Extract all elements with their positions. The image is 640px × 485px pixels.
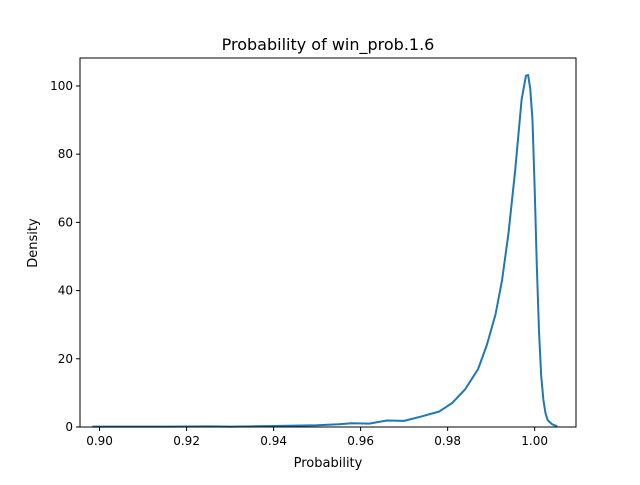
y-tick-label: 100 xyxy=(50,79,73,93)
y-tick-label: 0 xyxy=(65,420,73,434)
x-tick-label: 0.92 xyxy=(173,434,200,448)
x-tick-label: 0.98 xyxy=(434,434,461,448)
chart-title: Probability of win_prob.1.6 xyxy=(222,35,435,55)
y-tick-label: 60 xyxy=(58,215,73,229)
density-line-series-0 xyxy=(92,74,558,428)
plot-area xyxy=(80,58,576,427)
x-tick-label: 0.90 xyxy=(86,434,113,448)
x-tick-label: 0.94 xyxy=(260,434,287,448)
y-axis-label: Density xyxy=(26,218,41,268)
y-tick-label: 20 xyxy=(58,352,73,366)
axes-layer: 0.90 0.92 0.94 0.96 0.98 1.00 0 20 40 60 80 100 xyxy=(50,57,577,448)
plot-frame xyxy=(79,57,577,428)
y-tick-label: 80 xyxy=(58,147,73,161)
series-layer xyxy=(92,74,558,428)
x-axis-label: Probability xyxy=(294,456,363,471)
x-tick-label: 0.96 xyxy=(347,434,374,448)
x-tick-label: 1.00 xyxy=(521,434,548,448)
y-tick-label: 40 xyxy=(58,284,73,298)
